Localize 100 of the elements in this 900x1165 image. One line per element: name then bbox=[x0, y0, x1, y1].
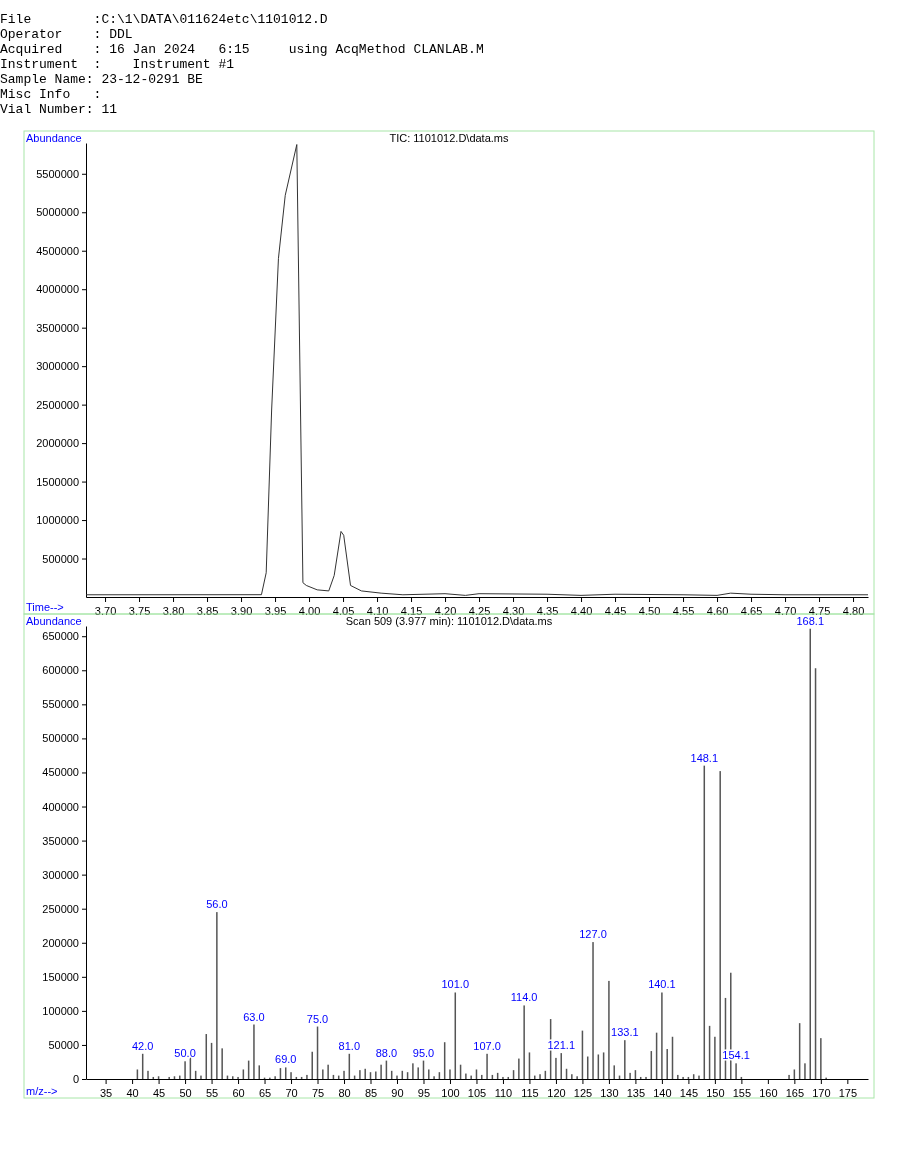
x-tick-label: 3.75 bbox=[128, 604, 151, 617]
annotation: 114.0 bbox=[510, 991, 538, 1004]
annotation: 148.1 bbox=[690, 751, 719, 764]
x-tick-label: 90 bbox=[391, 1086, 404, 1099]
x-tick-label: 100 bbox=[441, 1086, 460, 1099]
y-tick-label: 4000000 bbox=[36, 283, 79, 296]
x-tick-label: 4.80 bbox=[842, 604, 865, 617]
x-tick-label: 4.60 bbox=[706, 604, 729, 617]
annotation: 95.0 bbox=[412, 1046, 435, 1059]
y-tick-label: 400000 bbox=[42, 800, 79, 813]
x-tick-label: 160 bbox=[759, 1086, 778, 1099]
x-tick-label: 4.35 bbox=[536, 604, 559, 617]
x-tick-label: 3.85 bbox=[196, 604, 219, 617]
x-tick-label: 70 bbox=[285, 1086, 298, 1099]
y-tick-label: 5000000 bbox=[36, 206, 79, 219]
x-tick-label: 80 bbox=[338, 1086, 351, 1099]
x-tick-label: 3.80 bbox=[162, 604, 185, 617]
annotation: 42.0 bbox=[131, 1039, 154, 1052]
x-tick-label: 4.05 bbox=[332, 604, 355, 617]
x-tick-label: 4.25 bbox=[468, 604, 491, 617]
x-tick-label: 50 bbox=[179, 1086, 192, 1099]
chart-title: Scan 509 (3.977 min): 1101012.D\data.ms bbox=[345, 615, 553, 627]
y-axis-title: Abundance bbox=[26, 615, 82, 627]
y-tick-label: 5500000 bbox=[36, 167, 79, 180]
x-tick-label: 4.00 bbox=[298, 604, 321, 617]
x-tick-label: 4.10 bbox=[366, 604, 389, 617]
x-tick-label: 85 bbox=[364, 1086, 378, 1099]
text: Vial Number: 11 bbox=[0, 102, 119, 117]
y-tick-label: 2500000 bbox=[36, 398, 79, 411]
x-tick-label: 4.30 bbox=[502, 604, 525, 617]
text: Instrument : Instrument #1 bbox=[0, 57, 236, 72]
x-tick-label: 4.50 bbox=[638, 604, 661, 617]
annotation: 127.0 bbox=[579, 928, 607, 941]
x-tick-label: 4.55 bbox=[672, 604, 695, 617]
annotation: 50.0 bbox=[174, 1047, 196, 1060]
text: Operator : DDL bbox=[0, 27, 134, 42]
x-tick-label: 170 bbox=[812, 1086, 831, 1099]
annotation: 69.0 bbox=[275, 1053, 297, 1066]
x-tick-label: 4.40 bbox=[570, 604, 593, 617]
x-tick-label: 55 bbox=[205, 1086, 219, 1099]
text: File :C:\1\DATA\011624etc\1101012.D bbox=[0, 12, 329, 27]
x-tick-label: 150 bbox=[706, 1086, 725, 1099]
x-tick-label: 110 bbox=[494, 1086, 513, 1099]
y-tick-label: 350000 bbox=[42, 834, 79, 847]
y-tick-label: 3500000 bbox=[36, 321, 79, 334]
x-tick-label: 120 bbox=[547, 1086, 566, 1099]
annotation: 168.1 bbox=[796, 614, 825, 627]
x-tick-label: 175 bbox=[838, 1086, 858, 1099]
y-tick-label: 1000000 bbox=[36, 514, 79, 527]
x-tick-label: 4.15 bbox=[400, 604, 423, 617]
x-tick-label: 3.90 bbox=[230, 604, 253, 617]
x-tick-label: 4.70 bbox=[774, 604, 797, 617]
x-tick-label: 35 bbox=[99, 1086, 113, 1099]
x-tick-label: 4.75 bbox=[808, 604, 831, 617]
x-tick-label: 135 bbox=[626, 1086, 646, 1099]
annotation: 88.0 bbox=[375, 1046, 398, 1059]
y-tick-label: 150000 bbox=[42, 970, 79, 983]
line-series bbox=[85, 144, 869, 596]
y-tick-label: 100000 bbox=[42, 1004, 79, 1017]
y-tick-label: 650000 bbox=[42, 630, 79, 643]
x-axis-title: m/z--> bbox=[26, 1085, 58, 1097]
y-tick-label: 3000000 bbox=[36, 360, 79, 373]
y-tick-label: 450000 bbox=[42, 766, 79, 779]
y-tick-label: 4500000 bbox=[36, 244, 79, 257]
x-tick-label: 75 bbox=[311, 1086, 325, 1099]
x-tick-label: 125 bbox=[573, 1086, 593, 1099]
x-tick-label: 95 bbox=[417, 1086, 431, 1099]
y-tick-label: 550000 bbox=[42, 698, 79, 711]
y-tick-label: 2000000 bbox=[36, 437, 79, 450]
annotation: 133.1 bbox=[611, 1026, 639, 1039]
x-tick-label: 3.70 bbox=[94, 604, 117, 617]
x-tick-label: 130 bbox=[600, 1086, 619, 1099]
annotation: 81.0 bbox=[338, 1039, 361, 1052]
annotation: 56.0 bbox=[206, 898, 228, 911]
x-tick-label: 115 bbox=[521, 1086, 539, 1099]
annotation: 75.0 bbox=[306, 1012, 329, 1025]
text: Sample Name: 23-12-0291 BE bbox=[0, 72, 204, 87]
annotation: 63.0 bbox=[243, 1010, 265, 1023]
x-tick-label: 4.45 bbox=[604, 604, 627, 617]
x-tick-label: 65 bbox=[258, 1086, 272, 1099]
x-tick-label: 165 bbox=[785, 1086, 805, 1099]
x-tick-label: 140 bbox=[653, 1086, 672, 1099]
annotation: 107.0 bbox=[473, 1039, 501, 1052]
x-tick-label: 105 bbox=[467, 1086, 487, 1099]
y-tick-label: 50000 bbox=[48, 1038, 79, 1051]
y-tick-label: 200000 bbox=[42, 936, 79, 949]
x-tick-label: 155 bbox=[732, 1086, 752, 1099]
annotation: 101.0 bbox=[441, 978, 470, 991]
x-tick-label: 3.95 bbox=[264, 604, 287, 617]
x-tick-label: 40 bbox=[126, 1086, 139, 1099]
x-tick-label: 60 bbox=[232, 1086, 245, 1099]
y-tick-label: 0 bbox=[72, 1073, 79, 1086]
x-tick-label: 45 bbox=[152, 1086, 166, 1099]
y-tick-label: 500000 bbox=[42, 552, 79, 565]
annotation: 140.1 bbox=[648, 978, 676, 991]
y-tick-label: 250000 bbox=[42, 902, 79, 915]
x-tick-label: 4.20 bbox=[434, 604, 457, 617]
y-tick-label: 1500000 bbox=[36, 475, 79, 488]
x-axis-title: Time--> bbox=[26, 601, 64, 613]
x-tick-label: 4.65 bbox=[740, 604, 763, 617]
